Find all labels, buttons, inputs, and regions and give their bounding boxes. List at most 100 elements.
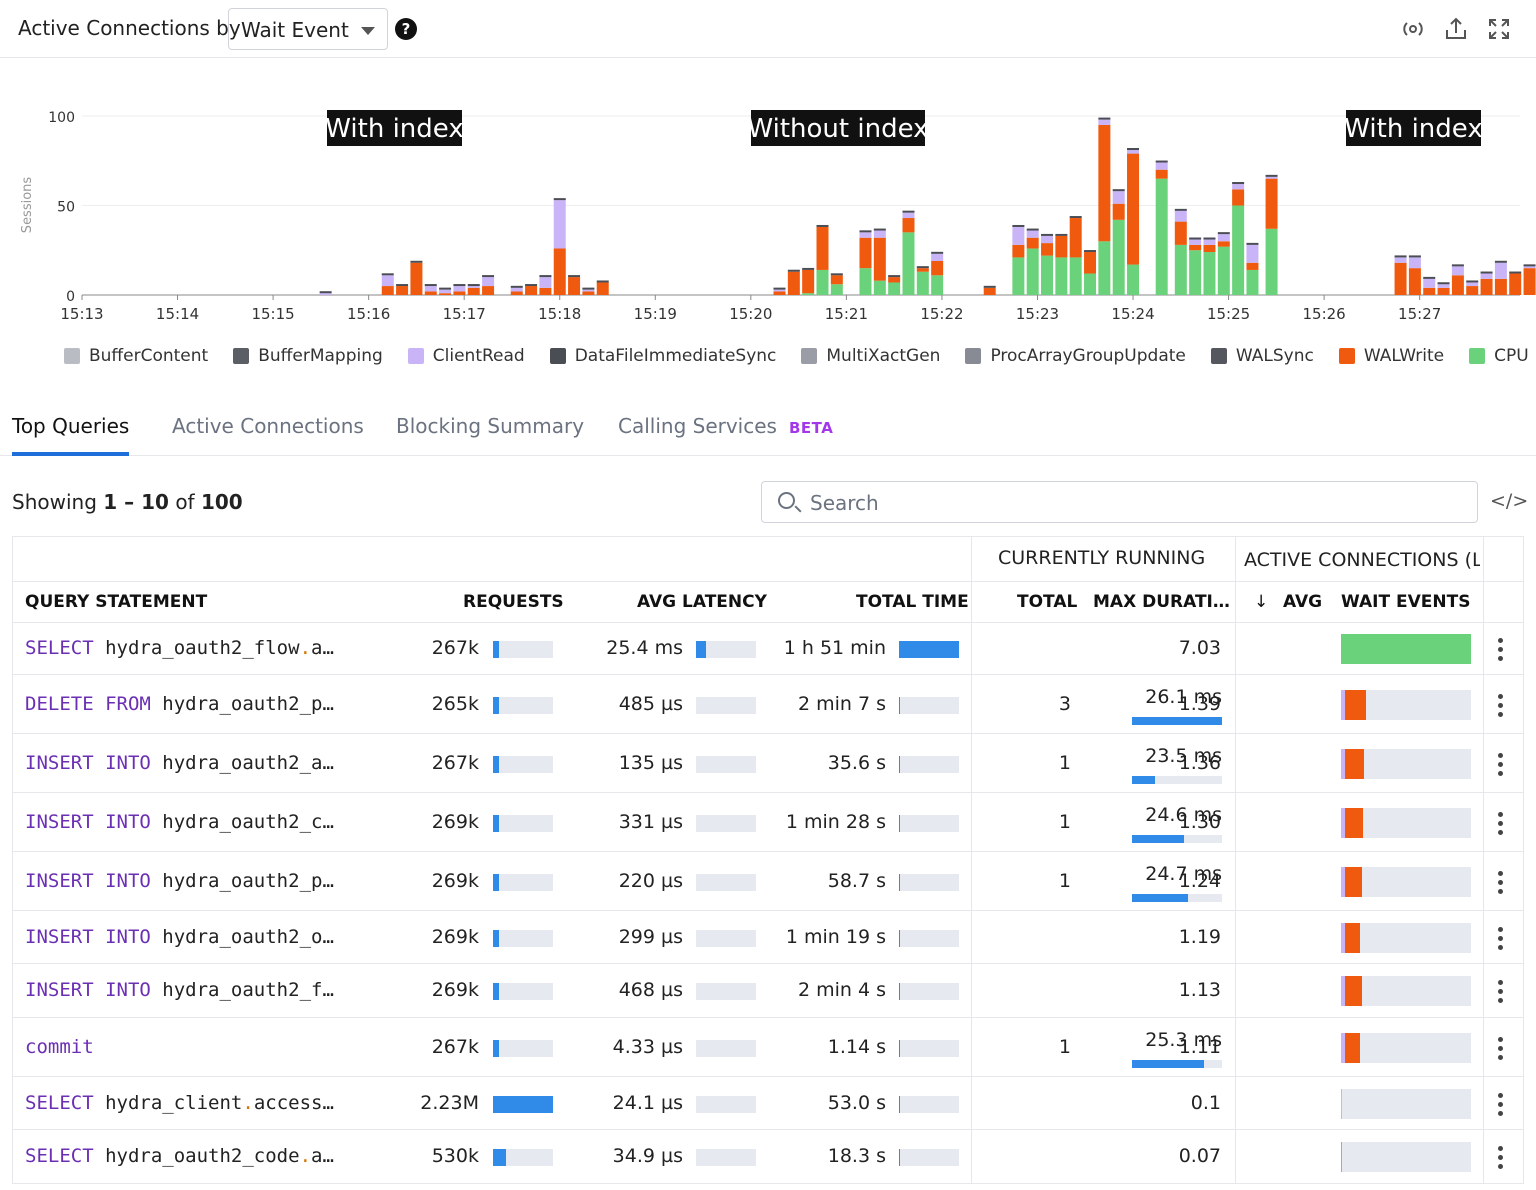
wait-events-bar[interactable] — [1341, 1142, 1471, 1172]
wait-events-bar[interactable] — [1341, 807, 1471, 838]
wait-events-bar[interactable] — [1341, 1088, 1471, 1119]
bar-cap — [1069, 216, 1082, 219]
bar-segment — [1217, 246, 1230, 295]
legend-label: ClientRead — [432, 346, 525, 366]
wait-events-bar[interactable] — [1341, 634, 1471, 664]
latency-value: 24.1 µs — [612, 1091, 683, 1114]
bar-cap — [873, 228, 886, 231]
avg-value: 1.13 — [1178, 979, 1221, 1001]
wait-events-bar[interactable] — [1341, 976, 1471, 1006]
group-by-dropdown[interactable]: Wait Event — [228, 8, 388, 50]
table-row[interactable]: INSERT INTO hydra_oauth2_f… 269k 468 µs … — [13, 964, 1523, 1018]
legend-item[interactable]: BufferMapping — [233, 344, 383, 368]
bar-cap — [1494, 260, 1507, 263]
kebab-menu-icon[interactable] — [1498, 811, 1504, 839]
table-row[interactable]: DELETE FROM hydra_oauth2_p… 265k 485 µs … — [13, 675, 1523, 734]
widget-header: Active Connections by Wait Event ? — [0, 0, 1536, 58]
kebab-menu-icon[interactable] — [1498, 752, 1504, 780]
kebab-menu-icon[interactable] — [1498, 1146, 1504, 1173]
kebab-menu-icon[interactable] — [1498, 926, 1504, 954]
query-statement[interactable]: INSERT INTO hydra_oauth2_a… — [25, 752, 334, 774]
expand-icon[interactable] — [1486, 16, 1512, 42]
x-tick-label: 15:26 — [1303, 305, 1346, 323]
share-icon[interactable] — [1400, 16, 1426, 42]
bar-segment — [467, 287, 480, 295]
kebab-menu-icon[interactable] — [1498, 693, 1504, 721]
bar-segment — [467, 286, 480, 288]
table-row[interactable]: INSERT INTO hydra_oauth2_p… 269k 220 µs … — [13, 852, 1523, 911]
wait-events-bar[interactable] — [1341, 689, 1471, 720]
table-row[interactable]: INSERT INTO hydra_oauth2_o… 269k 299 µs … — [13, 911, 1523, 964]
query-statement[interactable]: INSERT INTO hydra_oauth2_p… — [25, 870, 334, 892]
tab-calling-services[interactable]: Calling Services BETA — [618, 414, 833, 456]
bar-segment — [816, 269, 829, 295]
query-statement[interactable]: SELECT hydra_oauth2_code.a… — [25, 1145, 334, 1167]
table-row[interactable]: INSERT INTO hydra_oauth2_c… 269k 331 µs … — [13, 793, 1523, 852]
chevron-down-icon — [361, 27, 375, 35]
bar-cap — [902, 210, 915, 213]
query-statement[interactable]: commit — [25, 1036, 94, 1058]
total-time-bar — [899, 1149, 959, 1166]
query-statement[interactable]: DELETE FROM hydra_oauth2_p… — [25, 693, 334, 715]
legend-item[interactable]: ClientRead — [407, 344, 525, 368]
query-statement[interactable]: INSERT INTO hydra_oauth2_f… — [25, 979, 334, 1001]
tab-top-queries[interactable]: Top Queries — [12, 414, 130, 456]
code-view-icon[interactable]: </> — [1490, 490, 1529, 512]
help-icon[interactable]: ? — [395, 18, 417, 40]
query-statement[interactable]: SELECT hydra_client.access… — [25, 1092, 334, 1114]
col-avg[interactable]: AVG — [1283, 592, 1323, 612]
legend-item[interactable]: WALWrite — [1338, 344, 1444, 368]
bar-cap — [1394, 255, 1407, 258]
table-row[interactable]: SELECT hydra_client.access… 2.23M 24.1 µ… — [13, 1077, 1523, 1130]
col-query[interactable]: QUERY STATEMENT — [25, 592, 208, 612]
wait-events-bar[interactable] — [1341, 922, 1471, 953]
table-row[interactable]: SELECT hydra_oauth2_flow.a… 267k 25.4 ms… — [13, 623, 1523, 675]
col-max-duration[interactable]: MAX DURATI… — [1093, 592, 1230, 612]
kebab-menu-icon[interactable] — [1498, 980, 1504, 1007]
bar-segment — [424, 291, 437, 295]
sort-down-icon[interactable]: ↓ — [1254, 592, 1269, 612]
kebab-menu-icon[interactable] — [1498, 1092, 1504, 1120]
search-input[interactable]: Search — [761, 481, 1478, 523]
col-requests[interactable]: REQUESTS — [463, 592, 564, 612]
bar-cap — [1466, 280, 1479, 283]
legend-swatch — [1210, 348, 1227, 364]
col-wait-events[interactable]: WAIT EVENTS — [1341, 592, 1471, 612]
kebab-menu-icon[interactable] — [1498, 1036, 1504, 1064]
bar-segment — [1451, 266, 1464, 276]
table-row[interactable]: SELECT hydra_oauth2_code.a… 530k 34.9 µs… — [13, 1130, 1523, 1184]
sessions-chart[interactable]: 0 50 100 Sessions 15:13 15:14 15:15 15:16 15:17 1… — [0, 60, 1536, 330]
col-avg-latency[interactable]: AVG LATENCY — [637, 592, 767, 612]
table-row[interactable]: INSERT INTO hydra_oauth2_a… 267k 135 µs … — [13, 734, 1523, 793]
bar-segment — [1232, 205, 1245, 295]
bar-segment — [1408, 268, 1421, 295]
legend-item[interactable]: WALSync — [1210, 344, 1314, 368]
query-statement[interactable]: SELECT hydra_oauth2_flow.a… — [25, 637, 334, 659]
legend-item[interactable]: DataFileImmediateSync — [549, 344, 776, 368]
col-total-time[interactable]: TOTAL TIME — [856, 592, 969, 612]
bar-segment — [1265, 228, 1278, 295]
query-statement[interactable]: INSERT INTO hydra_oauth2_c… — [25, 811, 334, 833]
legend-item[interactable]: MultiXactGen — [801, 344, 940, 368]
latency-bar — [696, 1149, 756, 1166]
col-total[interactable]: TOTAL — [1017, 592, 1078, 612]
kebab-menu-icon[interactable] — [1498, 638, 1504, 665]
bar-cap — [525, 284, 538, 287]
legend-item[interactable]: CPU — [1469, 344, 1529, 368]
kebab-menu-icon[interactable] — [1498, 870, 1504, 898]
bar-cap — [1437, 282, 1450, 285]
tab-blocking-summary[interactable]: Blocking Summary — [396, 414, 585, 438]
query-statement[interactable]: INSERT INTO hydra_oauth2_o… — [25, 926, 334, 948]
legend-item[interactable]: BufferContent — [64, 344, 208, 368]
table-row[interactable]: commit 267k 4.33 µs 1.14 s 1 25.3 ms 1.1… — [13, 1018, 1523, 1077]
bar-segment — [1232, 189, 1245, 206]
export-icon[interactable] — [1443, 16, 1469, 42]
widget-title: Active Connections by — [18, 16, 241, 40]
legend-item[interactable]: ProcArrayGroupUpdate — [965, 344, 1186, 368]
wait-events-bar[interactable] — [1341, 1032, 1471, 1063]
latency-value: 468 µs — [618, 979, 683, 1001]
wait-events-bar[interactable] — [1341, 866, 1471, 897]
wait-events-bar[interactable] — [1341, 748, 1471, 779]
tab-active-connections[interactable]: Active Connections — [172, 414, 364, 438]
bar-segment — [553, 248, 566, 295]
